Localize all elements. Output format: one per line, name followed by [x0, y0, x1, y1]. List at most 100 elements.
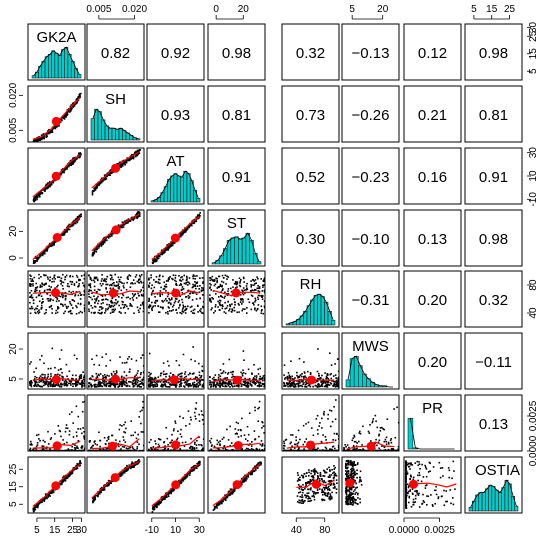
scatter-point: [136, 447, 138, 450]
scatter-point: [142, 295, 144, 297]
scatter-point: [217, 384, 220, 387]
scatter-point: [156, 299, 159, 302]
scatter-point: [326, 381, 329, 383]
scatter-point: [286, 378, 289, 381]
scatter-point: [72, 422, 74, 424]
scatter-point: [72, 378, 74, 380]
scatter-point: [142, 303, 144, 305]
scatter-point: [202, 312, 205, 315]
scatter-point: [159, 282, 161, 285]
scatter-point: [283, 383, 285, 385]
scatter-point: [253, 378, 256, 380]
scatter-point: [66, 375, 68, 378]
histogram-bar: [183, 170, 188, 203]
scatter-point: [51, 308, 53, 310]
scatter-point: [105, 280, 107, 283]
scatter-point: [52, 299, 54, 302]
scatter-point: [116, 301, 119, 304]
scatter-point: [37, 384, 40, 387]
scatter-point: [261, 379, 264, 382]
scatter-point: [139, 373, 142, 376]
scatter-point: [153, 379, 155, 381]
scatter-point: [247, 368, 250, 371]
scatter-point: [257, 277, 259, 280]
scatter-point: [109, 382, 112, 385]
scatter-point: [76, 306, 78, 309]
mean-point: [171, 440, 181, 450]
scatter-point: [183, 282, 186, 285]
scatter-point: [157, 438, 160, 440]
scatter-point: [253, 381, 256, 384]
panel-frame: [464, 85, 523, 143]
scatter-point: [240, 279, 242, 281]
scatter-point: [47, 367, 50, 370]
scatter-point: [53, 280, 55, 283]
scatter-point: [225, 385, 228, 388]
scatter-point: [294, 377, 296, 379]
scatter-point: [195, 385, 197, 388]
scatter-point: [337, 370, 340, 373]
scatter-point: [232, 279, 234, 281]
scatter-point: [262, 295, 264, 297]
scatter-point: [186, 281, 189, 283]
scatter-point: [109, 384, 112, 386]
scatter-point: [162, 307, 164, 310]
variable-label: GK2A: [36, 29, 76, 46]
scatter-point: [44, 382, 46, 385]
scatter-point: [97, 245, 100, 247]
histogram-bar: [64, 46, 69, 79]
scatter-point: [293, 378, 295, 381]
scatter-point: [307, 384, 310, 387]
panel-rh-rh: RH: [281, 270, 340, 328]
scatter-point: [180, 435, 183, 438]
scatter-point: [110, 172, 113, 174]
scatter-point: [65, 113, 67, 115]
panel-frame: [27, 85, 86, 143]
scatter-point: [38, 256, 41, 259]
density-curve: [347, 355, 393, 388]
scatter-point: [124, 441, 127, 443]
scatter-point: [210, 386, 212, 388]
scatter-point: [133, 449, 136, 452]
scatter-point: [136, 149, 139, 152]
scatter-point: [139, 307, 141, 310]
scatter-point: [242, 290, 244, 293]
correlation-value: 0.32: [296, 45, 325, 62]
scatter-point: [71, 160, 73, 163]
scatter-point: [36, 385, 38, 388]
scatter-point: [201, 312, 203, 314]
scatter-point: [258, 383, 261, 386]
scatter-point: [43, 449, 45, 452]
scatter-point: [130, 282, 132, 285]
scatter-point: [316, 386, 319, 388]
scatter-point: [193, 381, 196, 384]
scatter-point: [59, 374, 61, 376]
scatter-point: [154, 258, 157, 261]
scatter-point: [76, 357, 78, 360]
scatter-point: [261, 294, 263, 297]
scatter-point: [192, 447, 194, 450]
scatter-point: [50, 379, 53, 382]
scatter-point: [89, 377, 92, 379]
scatter-point: [67, 378, 70, 380]
scatter-point: [72, 161, 74, 163]
scatter-point: [112, 287, 114, 290]
scatter-point: [69, 382, 72, 385]
scatter-point: [71, 280, 73, 283]
scatter-point: [52, 384, 54, 387]
scatter-point: [88, 290, 90, 293]
scatter-point: [91, 385, 93, 387]
scatter-point: [98, 364, 101, 366]
scatter-point: [38, 385, 41, 387]
mean-point: [231, 288, 241, 298]
scatter-point: [285, 384, 287, 387]
scatter-point: [122, 301, 124, 303]
panel-gk2a-at: 0.92: [146, 23, 205, 81]
scatter-point: [41, 251, 44, 253]
scatter-point: [54, 179, 56, 182]
scatter-point: [262, 375, 265, 377]
scatter-point: [162, 370, 165, 373]
correlation-value: 0.81: [222, 107, 251, 124]
scatter-point: [68, 109, 70, 111]
scatter-point: [304, 384, 307, 386]
